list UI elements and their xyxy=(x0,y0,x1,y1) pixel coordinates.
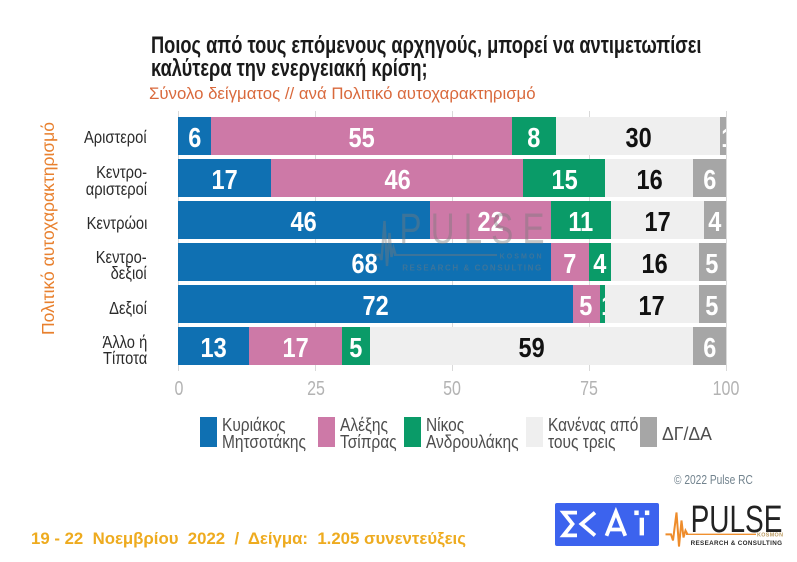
svg-text:PULSE: PULSE xyxy=(400,210,545,254)
svg-text:KOSMON: KOSMON xyxy=(500,254,542,261)
svg-text:KOSMON: KOSMON xyxy=(757,533,783,539)
svg-text:RESEARCH & CONSULTING: RESEARCH & CONSULTING xyxy=(402,264,541,273)
svg-text:PULSE: PULSE xyxy=(691,499,783,541)
svg-text:RESEARCH & CONSULTING: RESEARCH & CONSULTING xyxy=(691,540,782,547)
